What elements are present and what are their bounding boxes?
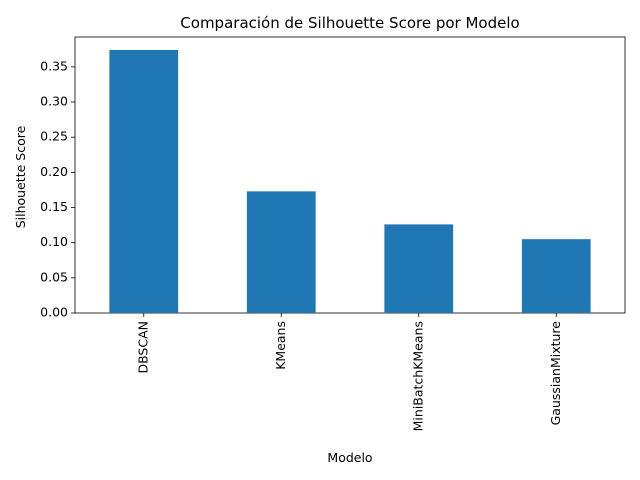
plot-frame [74, 36, 626, 314]
y-tick-label: 0.15 [40, 199, 68, 214]
y-tick-label: 0.25 [40, 129, 68, 144]
y-tick-label: 0.35 [40, 58, 68, 73]
x-tick-label: MiniBatchKMeans [410, 321, 425, 431]
y-tick-label: 0.20 [40, 164, 68, 179]
y-axis-ticks: 0.00 0.05 0.10 0.15 0.20 0.25 0.30 0.35 [40, 58, 75, 320]
bar-kmeans [246, 191, 316, 313]
x-tick-label: DBSCAN [135, 321, 150, 374]
x-tick-label: KMeans [273, 321, 288, 370]
bar-dbscan [109, 50, 179, 314]
y-tick-label: 0.30 [40, 94, 68, 109]
x-axis-title: Modelo [327, 450, 372, 465]
bar-gaussianmixture [521, 239, 591, 313]
chart-title: Comparación de Silhouette Score por Mode… [180, 14, 519, 32]
bars-group [109, 50, 591, 314]
y-axis-title: Silhouette Score [13, 125, 28, 228]
y-tick-label: 0.05 [40, 269, 68, 284]
bar-minibatchkmeans [384, 224, 454, 313]
x-tick-label: GaussianMixture [548, 321, 563, 426]
plot-area [74, 36, 626, 314]
y-tick-label: 0.00 [40, 305, 68, 320]
x-axis-ticks: DBSCAN KMeans MiniBatchKMeans GaussianMixtu… [135, 313, 563, 431]
y-tick-label: 0.10 [40, 234, 68, 249]
